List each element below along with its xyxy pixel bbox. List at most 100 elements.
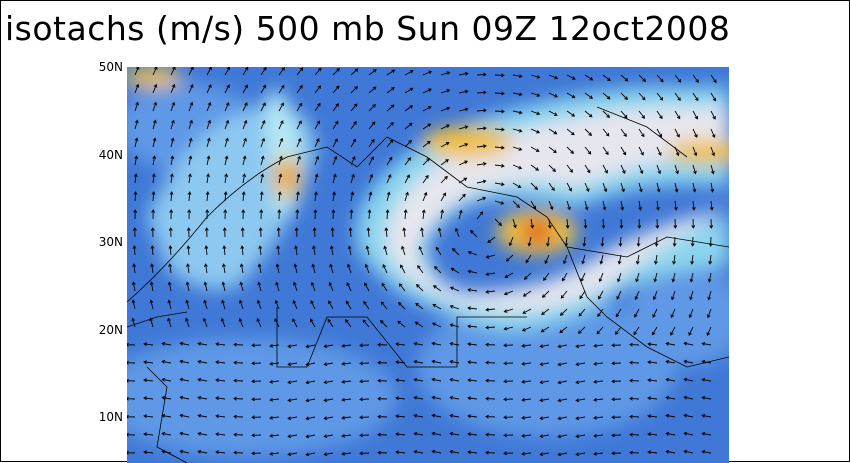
wind-arrow bbox=[296, 67, 304, 76]
wind-arrow bbox=[332, 191, 337, 202]
wind-arrow bbox=[384, 227, 389, 238]
wind-arrow bbox=[294, 245, 298, 256]
wind-arrow bbox=[197, 359, 208, 364]
wind-arrow bbox=[503, 308, 514, 313]
wind-arrow bbox=[278, 137, 284, 148]
wind-arrow bbox=[505, 254, 514, 262]
wind-arrow bbox=[557, 416, 568, 421]
wind-arrow bbox=[134, 67, 140, 76]
wind-arrow bbox=[581, 254, 586, 265]
wind-arrow bbox=[638, 200, 643, 211]
wind-arrow bbox=[332, 85, 340, 94]
wind-arrow bbox=[539, 380, 550, 385]
wind-arrow bbox=[548, 92, 558, 98]
wind-arrow bbox=[224, 137, 229, 148]
wind-arrow bbox=[593, 361, 604, 366]
wind-arrow bbox=[521, 415, 532, 420]
wind-arrow bbox=[593, 415, 604, 420]
wind-arrow bbox=[310, 300, 316, 310]
wind-arrow bbox=[701, 377, 712, 382]
wind-arrow bbox=[169, 209, 174, 220]
wind-arrow bbox=[269, 397, 280, 402]
wind-arrow bbox=[206, 119, 212, 130]
wind-arrow bbox=[458, 89, 469, 94]
wind-arrow bbox=[295, 209, 300, 220]
wind-arrow bbox=[131, 281, 136, 292]
wind-arrow bbox=[432, 285, 442, 292]
wind-arrow bbox=[287, 416, 298, 421]
wind-arrow bbox=[503, 433, 514, 438]
wind-arrow bbox=[485, 307, 496, 312]
wind-arrow bbox=[127, 378, 136, 383]
wind-arrow bbox=[398, 283, 406, 292]
wind-arrow bbox=[691, 218, 696, 229]
wind-arrow bbox=[161, 359, 172, 364]
wind-arrow bbox=[215, 360, 226, 365]
wind-arrow bbox=[651, 326, 658, 336]
wind-arrow bbox=[566, 164, 574, 173]
wind-arrow bbox=[688, 308, 694, 319]
wind-arrow bbox=[133, 191, 138, 202]
wind-arrow bbox=[467, 306, 478, 311]
wind-arrow bbox=[476, 211, 484, 220]
wind-arrow bbox=[521, 451, 532, 456]
wind-arrow bbox=[341, 433, 352, 438]
wind-arrow bbox=[503, 451, 514, 456]
wind-arrow bbox=[395, 342, 406, 347]
wind-arrow bbox=[665, 431, 676, 436]
wind-arrow bbox=[494, 182, 505, 187]
wind-arrow bbox=[707, 272, 712, 283]
lat-label: 50N bbox=[98, 60, 123, 74]
wind-arrow bbox=[629, 414, 640, 419]
wind-arrow bbox=[476, 179, 487, 184]
wind-arrow bbox=[197, 431, 208, 436]
wind-arrow bbox=[557, 434, 568, 439]
wind-arrow bbox=[332, 67, 340, 76]
wind-arrow bbox=[404, 87, 414, 94]
wind-arrow bbox=[710, 110, 716, 120]
wind-arrow bbox=[275, 263, 280, 274]
wind-arrow bbox=[476, 162, 487, 166]
wind-arrow bbox=[476, 126, 487, 131]
wind-arrow bbox=[127, 360, 136, 365]
wind-arrow bbox=[259, 191, 264, 202]
wind-arrow bbox=[197, 341, 208, 346]
wind-arrow bbox=[328, 300, 334, 310]
wind-arrow bbox=[386, 191, 391, 202]
wind-arrow bbox=[584, 92, 593, 99]
wind-arrow bbox=[494, 145, 505, 150]
wind-arrow bbox=[179, 449, 190, 454]
wind-arrow bbox=[618, 236, 623, 247]
wind-arrow bbox=[400, 264, 406, 274]
wind-arrow bbox=[671, 272, 676, 283]
wind-arrow bbox=[395, 378, 406, 383]
wind-arrow bbox=[422, 174, 429, 184]
wind-arrow bbox=[665, 395, 676, 400]
wind-arrow bbox=[467, 360, 478, 365]
wind-arrow bbox=[260, 119, 266, 130]
wind-arrow bbox=[523, 272, 532, 280]
wind-arrow bbox=[134, 119, 139, 130]
wind-arrow bbox=[683, 341, 694, 346]
wind-arrow bbox=[293, 263, 298, 274]
wind-arrow bbox=[251, 433, 262, 438]
wind-arrow bbox=[251, 361, 262, 366]
wind-arrow bbox=[638, 164, 644, 175]
wind-arrow bbox=[689, 272, 694, 283]
wind-arrow bbox=[578, 308, 586, 317]
wind-arrow bbox=[638, 74, 646, 82]
wind-arrow bbox=[150, 263, 155, 274]
wind-arrow bbox=[170, 155, 175, 166]
wind-arrow bbox=[566, 128, 575, 136]
wind-arrow bbox=[620, 146, 627, 156]
wind-arrow bbox=[395, 450, 406, 455]
wind-arrow bbox=[701, 413, 712, 418]
wind-arrow bbox=[440, 159, 449, 166]
wind-arrow bbox=[485, 378, 496, 383]
wind-arrow bbox=[305, 398, 316, 403]
wind-arrow bbox=[296, 173, 301, 184]
wind-arrow bbox=[647, 432, 658, 437]
wind-arrow bbox=[170, 173, 174, 184]
map-title: isotachs (m/s) 500 mb Sun 09Z 12oct2008 bbox=[5, 9, 731, 48]
wind-arrow bbox=[494, 73, 505, 78]
